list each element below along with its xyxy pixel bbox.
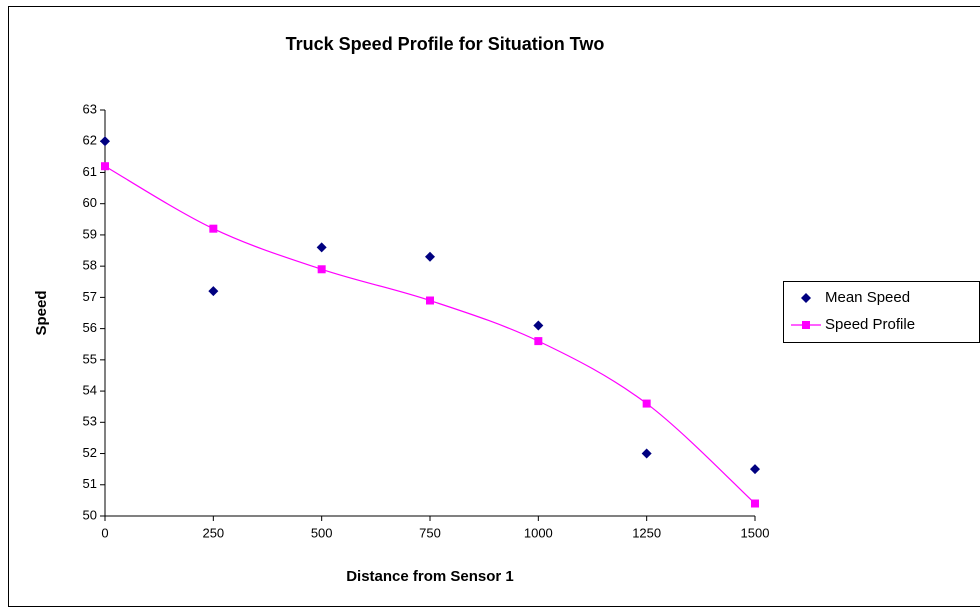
- legend-label: Speed Profile: [825, 316, 915, 333]
- speed-point: [750, 464, 760, 475]
- x-tick-label: 500: [311, 525, 333, 540]
- x-tick-label: 1250: [632, 525, 661, 540]
- profile-marker: [317, 265, 326, 274]
- speed-point: [100, 136, 110, 147]
- y-tick-label: 62: [83, 133, 97, 148]
- y-tick-label: 60: [83, 195, 97, 210]
- profile-marker: [101, 162, 109, 171]
- profile-marker: [426, 296, 434, 305]
- y-tick-label: 61: [83, 164, 97, 179]
- speed-point: [533, 320, 544, 331]
- profile-marker: [209, 224, 218, 233]
- profile-marker: [751, 499, 759, 508]
- legend-marker: [801, 293, 811, 303]
- y-tick-label: 52: [83, 445, 97, 460]
- x-tick-label: 750: [419, 525, 441, 540]
- speed-point: [641, 448, 652, 459]
- legend-label: Mean Speed: [825, 289, 910, 306]
- speed-point: [316, 242, 327, 253]
- y-tick-label: 53: [83, 414, 97, 429]
- x-tick-label: 1000: [524, 525, 553, 540]
- y-tick-label: 63: [83, 101, 97, 116]
- y-tick-label: 54: [83, 383, 97, 398]
- y-tick-label: 55: [83, 351, 97, 366]
- y-tick-label: 57: [83, 289, 97, 304]
- speed-point: [208, 286, 219, 297]
- x-tick-label: 250: [202, 525, 224, 540]
- y-tick-label: 58: [83, 258, 97, 273]
- legend-marker: [802, 321, 810, 329]
- chart-title: Truck Speed Profile for Situation Two: [286, 34, 605, 54]
- x-tick-label: 0: [101, 525, 108, 540]
- x-tick-label: 1500: [741, 525, 770, 540]
- legend-box: [783, 281, 980, 343]
- y-tick-label: 56: [83, 320, 97, 335]
- y-tick-label: 51: [83, 476, 97, 491]
- speed-point: [425, 251, 435, 262]
- profile-marker: [534, 337, 543, 346]
- y-tick-label: 59: [83, 226, 97, 241]
- y-axis-label: Speed: [33, 290, 50, 335]
- y-tick-label: 50: [83, 507, 97, 522]
- profile-marker: [642, 399, 651, 408]
- x-axis-label: Distance from Sensor 1: [346, 568, 514, 585]
